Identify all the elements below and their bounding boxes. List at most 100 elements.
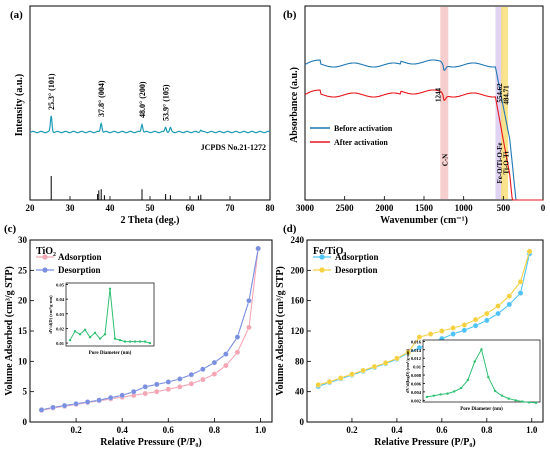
panel-c-data-point: [234, 349, 241, 355]
panel-d-data-point: [405, 349, 411, 355]
panel-c-inset-xlabel: Pore Diameter (nm): [89, 351, 132, 356]
panel-d-inset-point: [487, 375, 490, 379]
panel-d-data-point: [495, 303, 501, 309]
panel-c-inset-ylabel: dV/d(D) (cm³/g·nm): [48, 295, 53, 334]
panel-d-inset-point: [453, 390, 456, 393]
panel-c-inset-ytick-label: 0.03: [56, 312, 65, 317]
panel-b-xtick-label: 1000: [455, 203, 474, 213]
panel-d-data-point: [506, 293, 513, 299]
panel-d-data-point: [315, 382, 321, 388]
panel-c-ytick-label: 30: [18, 235, 28, 245]
panel-a-xtick-label: 80: [266, 203, 276, 213]
panel-c-data-point: [234, 334, 241, 340]
panel-c-inset-ytick-label: 0.05: [56, 282, 65, 287]
panel-d-inset-point: [514, 399, 517, 402]
panel-a-peak-label: 37.8° (004): [97, 80, 106, 117]
panel-c-data-point: [73, 401, 79, 407]
panel-c-inset-point: [138, 340, 142, 343]
panel-d-data-point: [517, 290, 524, 296]
panel-c-data-point: [38, 407, 45, 413]
panel-d-inset-point: [500, 394, 504, 397]
panel-b-band-assignment: Fe-O/Ti-O-Fe: [496, 142, 504, 183]
panel-b-xtick-label: 0: [541, 203, 546, 213]
panel-d-data-point: [416, 334, 423, 340]
panel-c-data-point: [188, 371, 195, 378]
panel-c-data-point: [211, 371, 218, 377]
panel-c-data-point: [246, 324, 252, 331]
panel-c-data-point: [119, 392, 125, 399]
panel-a-xtick-label: 40: [106, 203, 116, 213]
panel-a-xtick-label: 20: [26, 203, 36, 213]
panel-d-data-point: [394, 355, 400, 362]
panel-c-inset-point: [128, 340, 132, 343]
panel-d-legend-label: Adsorption: [335, 252, 379, 262]
panel-c-data-point: [107, 394, 114, 401]
panel-c-data-point: [154, 381, 160, 388]
panel-a-xtick-label: 60: [186, 203, 196, 213]
panel-d-data-point: [326, 379, 333, 385]
panel-d-ytick-label: 40: [295, 387, 305, 397]
panel-c-inset-ytick-label: 0.01: [56, 341, 65, 346]
panel-a-xlabel: 2 Theta (deg.): [121, 215, 180, 226]
panel-d-inset-ytick-label: 0.002: [411, 398, 422, 403]
panel-a-xtick-label: 70: [226, 203, 236, 213]
panel-d-data-point: [439, 328, 445, 334]
panel-a-peak-label: 25.3° (101): [47, 73, 56, 110]
panel-b-xlabel: Wavenumber (cm⁻¹): [380, 215, 468, 226]
panel-d-inset-ytick-label: 0.014: [411, 348, 422, 353]
panel-a-xrd-pattern: [29, 115, 271, 134]
panel-c-inset-point: [143, 340, 147, 343]
panel-c-data-point: [188, 381, 195, 387]
panel-d-inset-point: [534, 401, 538, 405]
panel-c-ylabel: Volume Adsorbed (cm³/g STP): [4, 266, 15, 396]
panel-b-xtick-label: 3000: [296, 203, 315, 213]
panel-c-data-point: [255, 245, 261, 252]
panel-d-data-point: [472, 316, 479, 323]
panel-c-xtick-label: 0.8: [209, 425, 221, 435]
panel-d-data-point: [360, 367, 366, 374]
panel-c-inset-ytick-label: 0.04: [56, 297, 65, 302]
panel-d-inset-ylabel: dV/d(logD) (cm³/g·nm): [405, 349, 410, 393]
panel-c-xtick-label: 1.0: [255, 425, 267, 435]
panel-a-frame: [29, 5, 271, 201]
panel-d-data-point: [484, 310, 490, 317]
panel-c-data-point: [84, 399, 91, 405]
panel-d-inset-point: [493, 389, 497, 393]
panel-b-band-assignment: Ti-O-Ti: [503, 151, 511, 174]
panel-c-ytick-label: 0: [23, 417, 28, 427]
panel-c-xtick-label: 0.6: [163, 425, 175, 435]
panel-c-label: (c): [4, 223, 17, 235]
panel-c-data-point: [154, 388, 160, 395]
panel-c-ytick-label: 20: [18, 296, 28, 306]
panel-c-inset-point: [88, 336, 92, 339]
panel-c-data-point: [177, 376, 183, 382]
panel-a-peak-label: 53.9° (105): [162, 84, 171, 121]
panel-b-legend-label: After activation: [334, 138, 388, 147]
panel-c-data-point: [223, 351, 229, 357]
panel-c-data-point: [50, 404, 56, 411]
panel-c-ytick-label: 15: [18, 326, 28, 336]
panel-c-inset-point: [93, 331, 97, 335]
panel-c-data-point: [177, 384, 183, 390]
panel-d-inset-point: [480, 348, 483, 351]
panel-b-band-highlight: [440, 7, 449, 199]
panel-d-data-point: [484, 317, 490, 324]
panel-c-inset-point: [118, 338, 122, 342]
panel-d-inset-ytick-label: 0.006: [411, 381, 422, 386]
panel-b-label: (b): [283, 9, 297, 21]
panel-b-series-before: [304, 59, 543, 201]
panel-b-band-value: 484.71: [503, 85, 511, 105]
panel-d-inset-ytick-label: 0.004: [411, 390, 422, 395]
panel-c-inset-point: [83, 328, 87, 332]
panel-d-legend-marker: [319, 254, 325, 260]
panel-d-inset-ytick-label: 0.016: [411, 339, 422, 344]
panel-d-data-point: [337, 375, 344, 381]
panel-d-data-point: [526, 248, 533, 255]
panel-d-xtick-label: 0.8: [481, 425, 493, 435]
panel-d-data-point: [450, 331, 456, 337]
panel-d-label: (d): [283, 223, 297, 235]
panel-d-data-point: [472, 322, 479, 329]
panel-d-legend-marker: [319, 267, 325, 273]
panel-c-inset-ytick-label: 0.02: [56, 326, 65, 331]
panel-d-inset-xlabel: Pore Diameter (nm): [460, 407, 503, 412]
